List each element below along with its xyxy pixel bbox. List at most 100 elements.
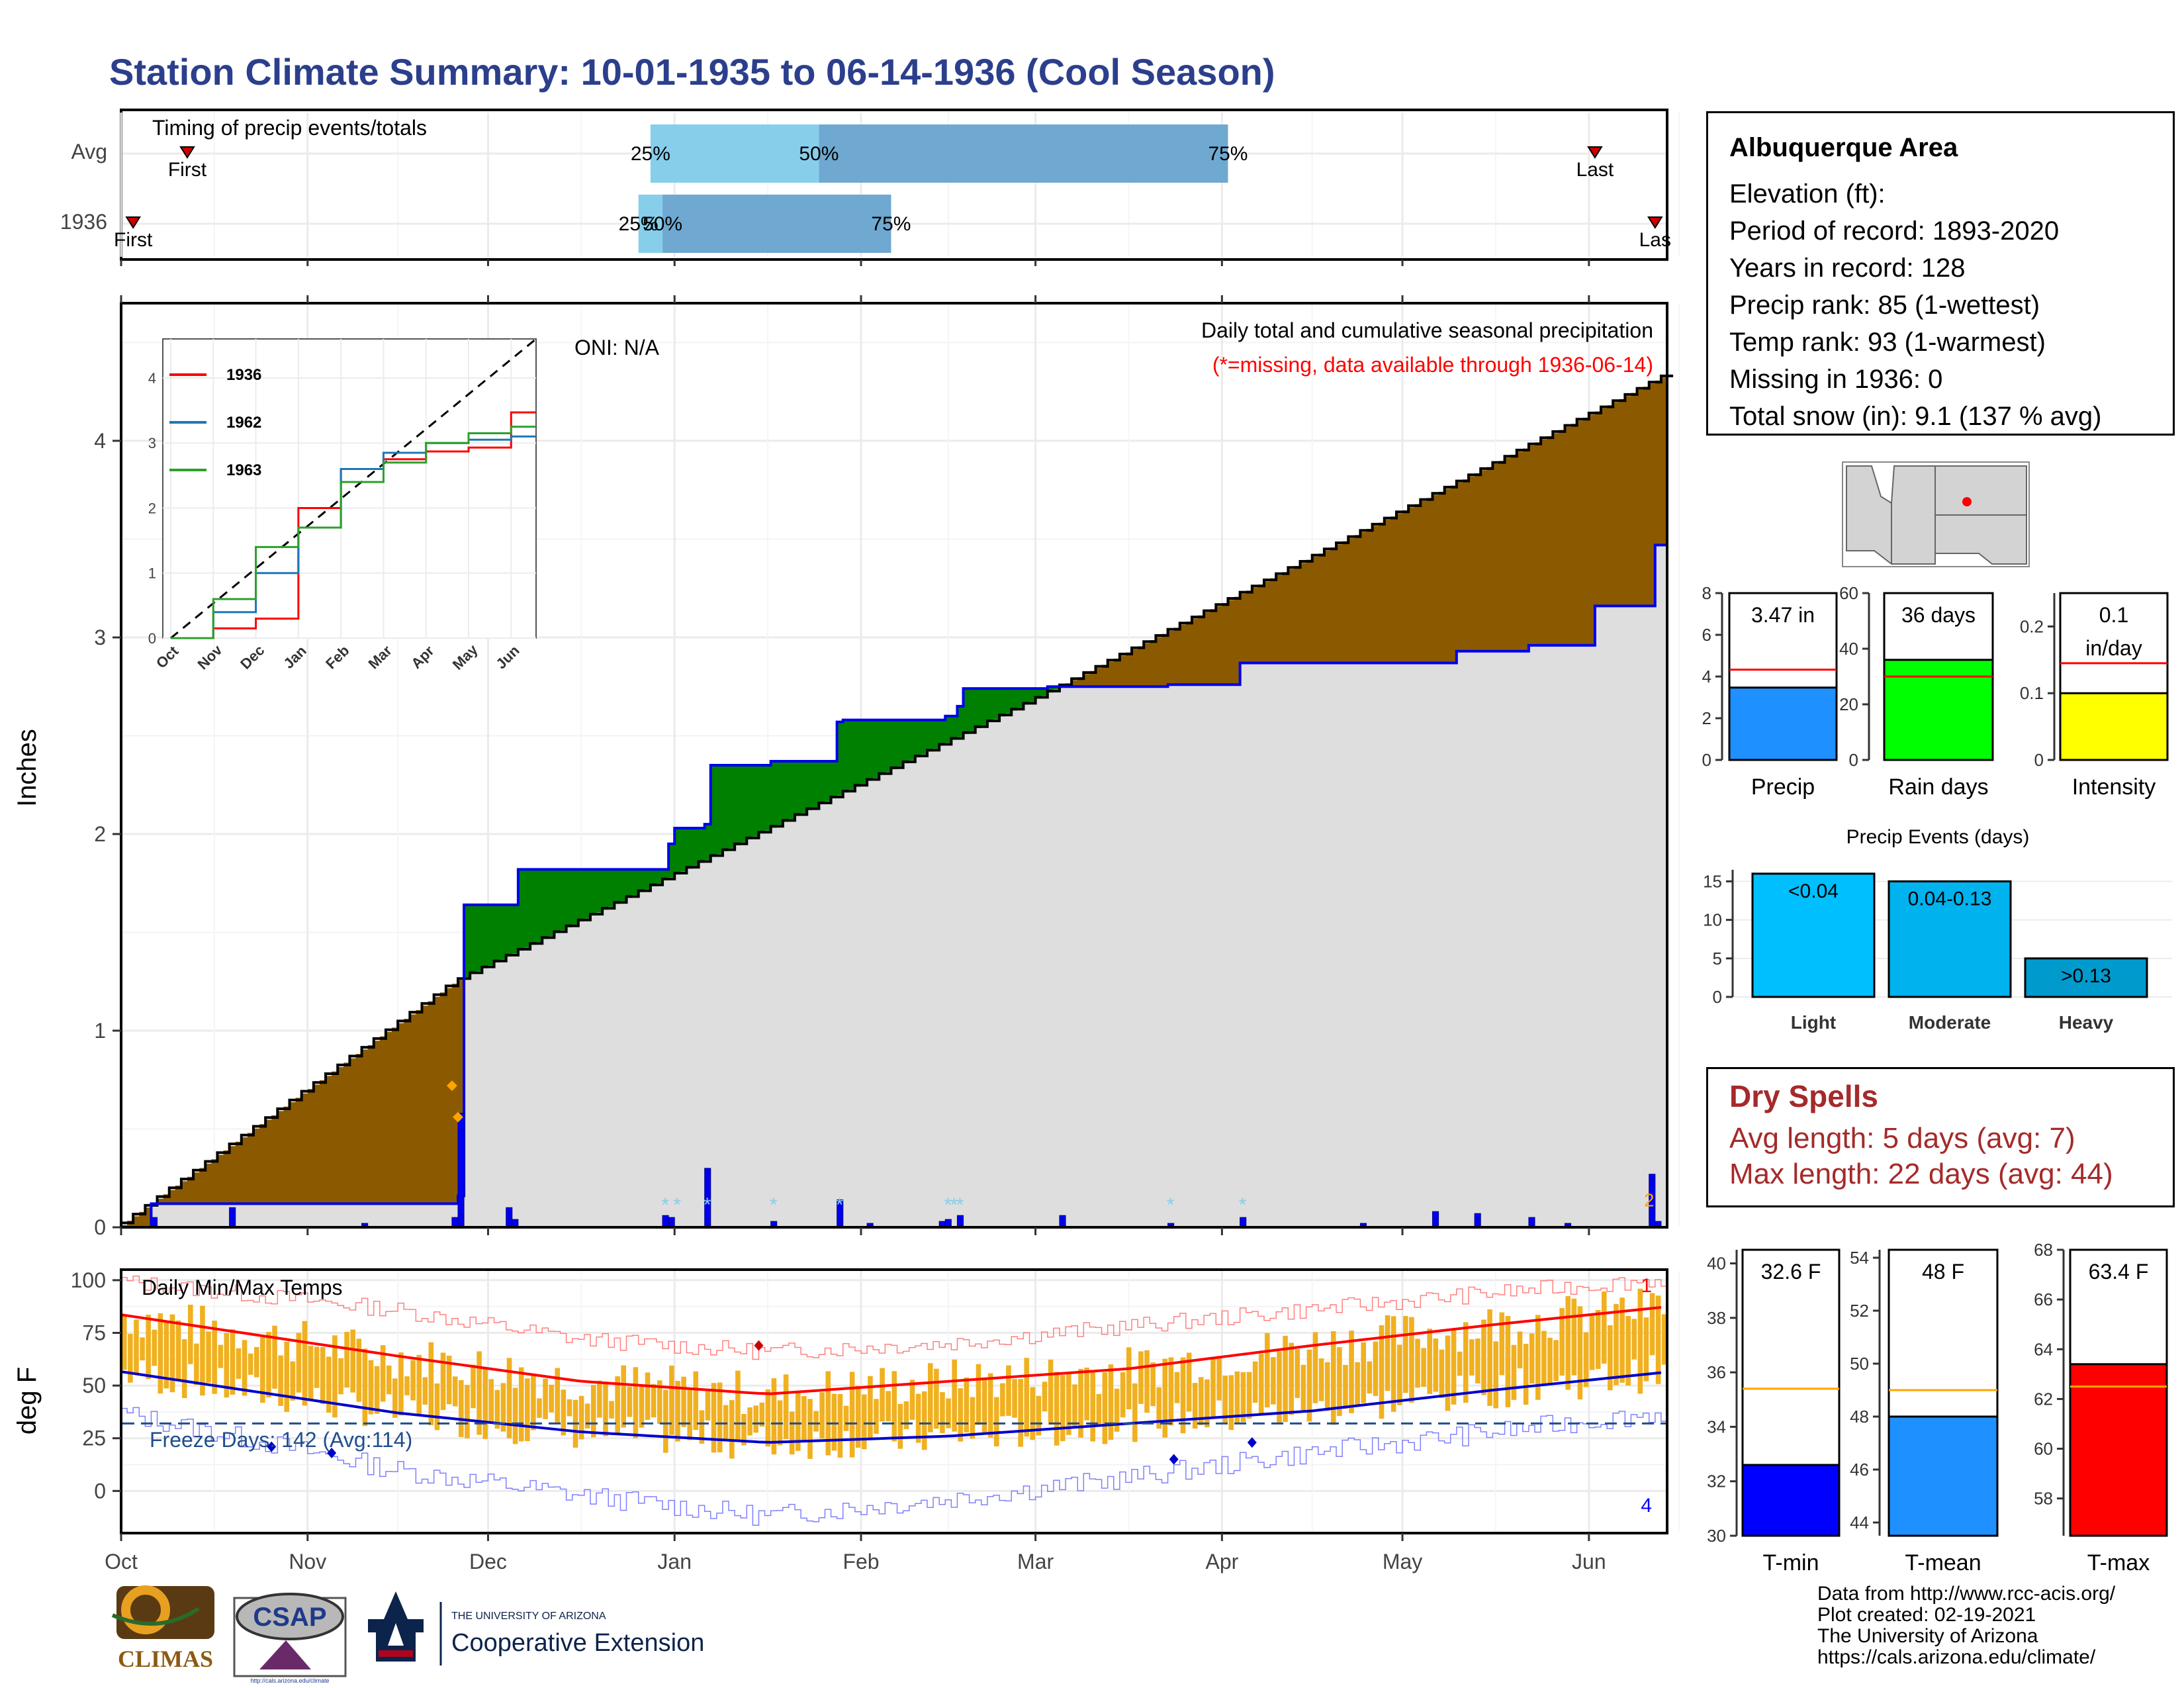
daily-temp-bar xyxy=(1649,1293,1655,1356)
csap-logo: CSAP http://cals.arizona.edu/climate xyxy=(233,1593,347,1684)
daily-temp-bar xyxy=(1295,1349,1300,1398)
precip-departure-area xyxy=(265,1119,272,1204)
daily-precip-bar xyxy=(668,1217,675,1228)
timing-bar-q1 xyxy=(650,124,819,183)
precip-departure-area xyxy=(963,688,970,734)
precip-departure-area xyxy=(1576,420,1584,645)
daily-temp-bar xyxy=(1120,1372,1126,1418)
events-ytick-label: 10 xyxy=(1703,910,1722,930)
precip-departure-area xyxy=(139,1211,146,1227)
precip-departure-area xyxy=(788,761,796,820)
precip-departure-area xyxy=(879,720,886,775)
precip-departure-area xyxy=(410,1014,416,1204)
daily-record-marker xyxy=(453,1111,464,1123)
daily-temp-bar xyxy=(1457,1351,1463,1376)
precip-departure-area xyxy=(903,720,910,764)
daily-temp-bar xyxy=(1614,1303,1619,1385)
precip-departure-area xyxy=(1318,553,1325,663)
precip-departure-area xyxy=(1342,541,1349,663)
daily-temp-bar xyxy=(663,1389,668,1453)
precip-departure-area xyxy=(1426,498,1433,663)
precip-departure-area xyxy=(1047,686,1054,693)
daily-temp-bar xyxy=(1234,1371,1240,1423)
precip-departure-area xyxy=(1300,563,1307,663)
daily-temp-bar xyxy=(1300,1364,1306,1412)
daily-temp-bar xyxy=(1036,1395,1042,1436)
daily-temp-bar xyxy=(1126,1347,1132,1409)
precip-departure-area xyxy=(795,761,801,816)
daily-temp-bar xyxy=(1396,1344,1402,1405)
precip-departure-area xyxy=(169,1190,176,1204)
daily-temp-bar xyxy=(1312,1332,1318,1403)
precip-departure-area xyxy=(518,869,525,951)
daily-temp-bar xyxy=(1529,1333,1535,1384)
precip-departure-area xyxy=(1041,688,1048,696)
precip-departure-area xyxy=(1113,658,1120,687)
precip-departure-area xyxy=(554,869,561,933)
temp-ytick-label: 0 xyxy=(94,1479,106,1503)
precip-departure-area xyxy=(1588,414,1596,645)
daily-temp-bar xyxy=(134,1319,139,1374)
precip-departure-area xyxy=(1144,643,1150,687)
temp-ytick-label: 75 xyxy=(82,1321,106,1345)
daily-temp-bar xyxy=(1349,1331,1354,1413)
daily-temp-bar xyxy=(320,1347,326,1405)
daily-record-count: 2 xyxy=(1644,1190,1655,1210)
precip-departure-area xyxy=(993,688,1000,720)
precip-departure-area xyxy=(1173,628,1181,685)
daily-temp-bar xyxy=(140,1337,145,1361)
precip-departure-area xyxy=(523,869,531,948)
daily-temp-bar xyxy=(158,1313,163,1394)
precip-departure-area xyxy=(349,1058,357,1204)
daily-temp-bar xyxy=(1054,1372,1060,1446)
daily-temp-bar xyxy=(1240,1372,1246,1423)
inset-ytick-label: 1 xyxy=(148,565,156,582)
precip-departure-area xyxy=(602,869,609,910)
precip-departure-area xyxy=(1444,489,1451,663)
daily-temp-bar xyxy=(796,1392,801,1451)
precip-departure-area xyxy=(1450,485,1457,663)
rain-days-chart: 0 20 40 60 36 days Rain days xyxy=(1839,583,2008,800)
timing-label: Timing of precip events/totals xyxy=(152,116,427,140)
precip-departure-area xyxy=(662,869,669,881)
daily-temp-bar xyxy=(862,1394,867,1450)
precip-departure-area xyxy=(205,1163,212,1204)
tmax-chart-ytick-label: 64 xyxy=(2034,1339,2053,1359)
inset-ytick-label: 2 xyxy=(148,500,156,516)
precip-departure-area xyxy=(1228,600,1235,685)
daily-temp-bar xyxy=(266,1332,271,1397)
daily-temp-bar xyxy=(837,1393,843,1458)
precip-departure-area xyxy=(735,765,741,845)
daily-temp-bar xyxy=(549,1384,554,1413)
precip-departure-area xyxy=(439,992,447,1204)
daily-temp-bar xyxy=(801,1395,807,1441)
precip-departure-area xyxy=(392,1027,398,1204)
precip-departure-area xyxy=(1625,396,1632,606)
daily-temp-bar xyxy=(1132,1383,1138,1442)
main-ytick-label: 2 xyxy=(94,822,106,846)
daily-temp-bar xyxy=(771,1378,777,1455)
precip-departure-area xyxy=(747,765,753,840)
daily-temp-bar xyxy=(368,1360,374,1415)
daily-temp-bar xyxy=(488,1379,494,1423)
temp-xtick-label: Dec xyxy=(469,1550,507,1573)
precip-departure-area xyxy=(842,720,850,793)
tmean-chart-ytick-label: 54 xyxy=(1850,1248,1869,1268)
precip-departure-area xyxy=(710,765,717,857)
daily-temp-bar xyxy=(230,1329,236,1395)
precip-departure-area xyxy=(1306,559,1313,663)
record-min-marker xyxy=(267,1441,277,1452)
daily-temp-bar xyxy=(465,1385,470,1438)
svg-text:CLIMAS: CLIMAS xyxy=(118,1646,213,1672)
precip-departure-area xyxy=(1601,408,1608,606)
daily-precip-bar xyxy=(1474,1213,1481,1228)
last-event-label: Last xyxy=(1576,159,1614,181)
daily-temp-bar xyxy=(1138,1351,1144,1404)
daily-temp-bar xyxy=(880,1368,885,1422)
timing-p50-label: 50% xyxy=(799,143,839,165)
precip-departure-area xyxy=(433,996,441,1204)
daily-temp-bar xyxy=(477,1351,482,1435)
precip-departure-area xyxy=(1522,448,1529,651)
precip-departure-area xyxy=(494,904,501,962)
precip-departure-area xyxy=(1456,482,1463,651)
